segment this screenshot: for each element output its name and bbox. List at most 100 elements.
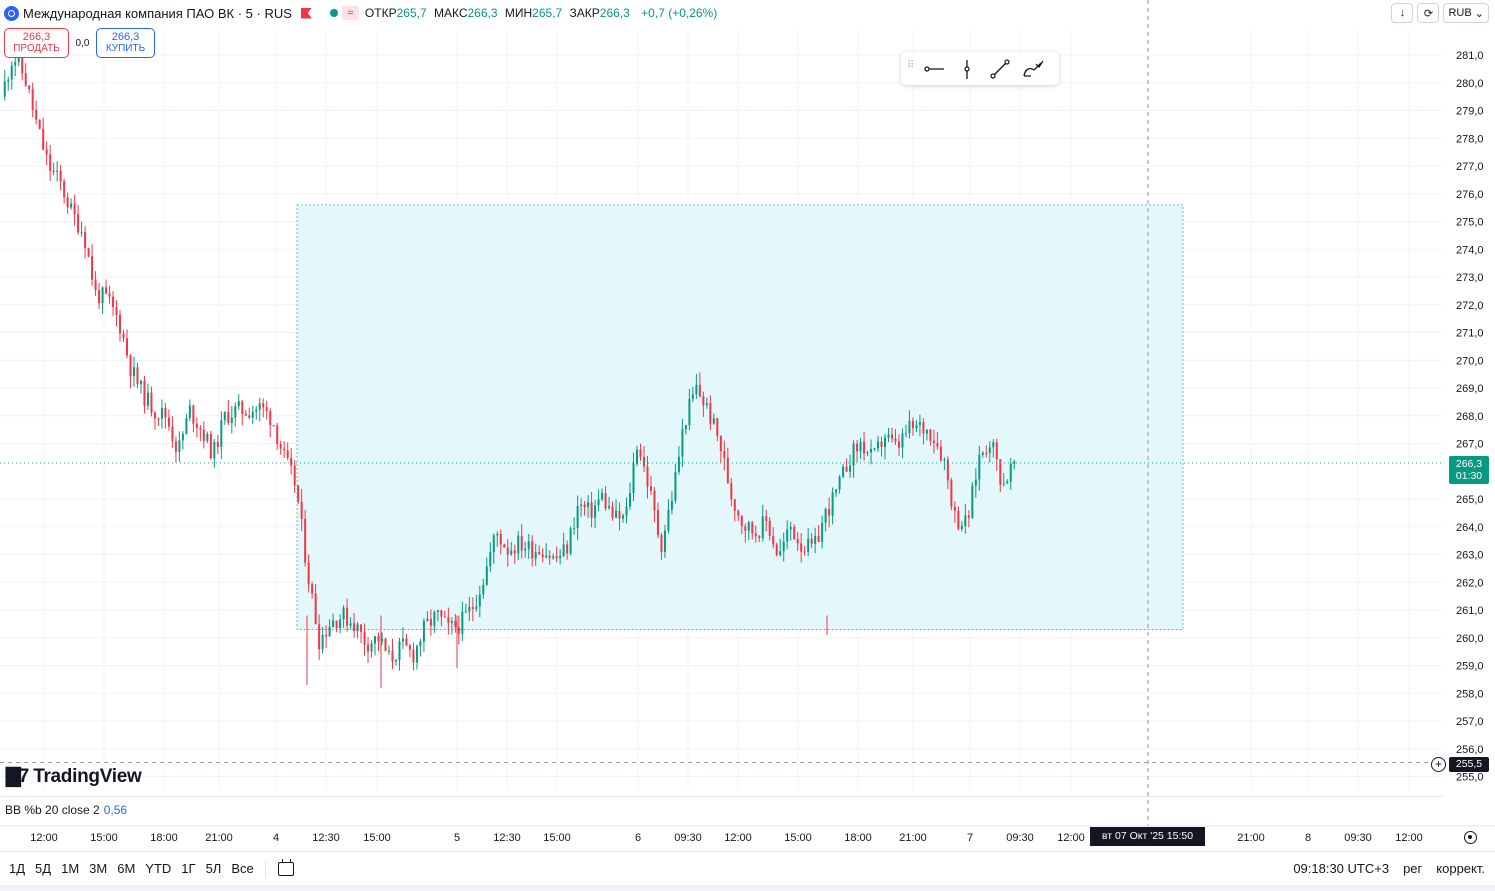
vertical-line-icon[interactable] — [950, 55, 983, 83]
flag-icon[interactable] — [300, 7, 312, 19]
candle — [192, 404, 195, 433]
candle — [653, 486, 656, 523]
candle — [405, 633, 408, 647]
candle — [122, 329, 125, 343]
tradingview-logo[interactable]: ▇7 TradingView — [6, 765, 142, 788]
add-alert-plus-icon[interactable]: + — [1431, 757, 1446, 772]
candle — [740, 515, 743, 535]
candle — [132, 356, 135, 387]
price-tick: 268,0 — [1456, 411, 1484, 423]
candle — [353, 612, 356, 638]
range-ytd[interactable]: YTD — [145, 860, 172, 876]
candle — [831, 487, 834, 525]
gear-icon[interactable] — [1464, 831, 1477, 844]
candle — [849, 454, 852, 478]
candle — [325, 625, 328, 649]
candle — [615, 499, 618, 519]
candle — [290, 448, 293, 475]
time-tick: 09:30 — [1006, 832, 1034, 844]
candle — [1013, 459, 1016, 470]
candle — [943, 457, 946, 471]
candle — [842, 463, 845, 479]
price-tick: 264,0 — [1456, 522, 1484, 534]
range-1m[interactable]: 1М — [61, 860, 80, 876]
range-5y[interactable]: 5Л — [205, 860, 222, 876]
candle — [251, 405, 254, 425]
candle — [283, 441, 286, 458]
time-tick: 15:00 — [363, 832, 391, 844]
candle — [468, 596, 471, 621]
sell-button[interactable]: 266,3 ПРОДАТЬ — [4, 28, 69, 58]
candle — [946, 456, 949, 490]
candle — [28, 85, 31, 94]
candle — [244, 409, 247, 417]
candle — [349, 617, 352, 630]
candle — [936, 431, 939, 450]
currency-select[interactable]: RUB ⌄ — [1443, 3, 1489, 23]
session-toggle[interactable]: рег — [1403, 861, 1423, 876]
range-1y[interactable]: 1Г — [181, 860, 196, 876]
divider — [264, 859, 266, 878]
candle — [216, 434, 219, 455]
arrow-down-icon[interactable]: ↓ — [1391, 3, 1414, 23]
candle — [230, 406, 233, 434]
candle — [52, 162, 55, 176]
time-tick: 6 — [635, 832, 641, 844]
candle — [346, 598, 349, 632]
time-axis: 12:00 15:00 18:00 21:00 4 12:30 15:00 5 12:30 15:… — [30, 832, 1423, 844]
candle — [688, 388, 691, 431]
time-tick: 8 — [1305, 832, 1311, 844]
candle — [894, 429, 897, 445]
brush-icon[interactable] — [1016, 55, 1049, 83]
adjust-toggle[interactable]: коррект. — [1436, 861, 1485, 876]
candle — [793, 524, 796, 540]
candle — [105, 279, 108, 295]
price-tick: 267,0 — [1456, 439, 1484, 451]
candle — [363, 623, 366, 656]
candle — [649, 475, 652, 496]
current-price-label: 266,3 01:30 — [1449, 456, 1489, 484]
range-6m[interactable]: 6М — [117, 860, 136, 876]
candle — [10, 61, 13, 90]
data-delay-icon[interactable]: ≈ — [341, 6, 359, 20]
candle — [915, 420, 918, 433]
candle — [335, 620, 338, 633]
candle — [419, 638, 422, 657]
candle — [677, 446, 680, 475]
candle — [129, 354, 132, 389]
price-tick: 271,0 — [1456, 328, 1484, 340]
candle — [126, 329, 129, 359]
candle — [255, 405, 258, 420]
rectangle-drawing[interactable] — [296, 204, 1184, 630]
horizontal-ray-icon[interactable] — [917, 55, 950, 83]
candle — [171, 416, 174, 448]
spread-value: 0,0 — [75, 37, 90, 49]
candle — [513, 544, 516, 564]
clock[interactable]: 09:18:30 UTC+3 — [1293, 861, 1390, 876]
range-5d[interactable]: 5Д — [35, 860, 52, 876]
candle — [611, 501, 614, 521]
symbol-title[interactable]: Международная компания ПАО ВК · 5 · RUS — [23, 5, 292, 21]
trend-line-icon[interactable] — [983, 55, 1016, 83]
candle — [733, 498, 736, 522]
range-1d[interactable]: 1Д — [9, 860, 26, 876]
refresh-icon[interactable]: ⟳ — [1417, 3, 1440, 23]
indicator-legend[interactable]: BB %b 20 close 2 0,56 — [0, 796, 1443, 823]
time-tick: 4 — [273, 832, 279, 844]
market-status-icon[interactable] — [329, 9, 338, 17]
range-3m[interactable]: 3М — [89, 860, 108, 876]
candle — [66, 192, 69, 214]
buy-button[interactable]: 266,3 КУПИТЬ — [96, 28, 155, 58]
candle — [272, 424, 275, 427]
candle — [87, 247, 90, 258]
drag-handle-icon[interactable]: ⠿ — [907, 59, 916, 71]
candle — [863, 431, 866, 461]
candle — [7, 76, 10, 91]
candle — [960, 521, 963, 532]
candle — [464, 603, 467, 613]
calendar-icon[interactable] — [277, 858, 294, 876]
candle — [461, 601, 464, 642]
range-all[interactable]: Все — [231, 860, 254, 876]
candle — [220, 411, 223, 460]
